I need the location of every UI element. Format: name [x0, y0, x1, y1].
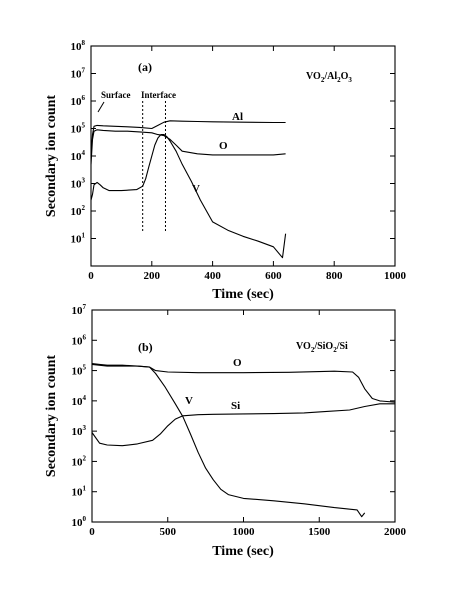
x-tick-label: 200 [144, 270, 161, 282]
y-axis-title-b: Secondary ion count [44, 355, 59, 477]
y-tick-label: 105 [71, 122, 86, 136]
series-line-v [90, 134, 287, 259]
y-tick-label: 101 [72, 485, 87, 499]
series-line-al [90, 120, 286, 157]
x-axis-title-a: Time (sec) [212, 287, 274, 302]
y-tick-label: 102 [71, 204, 86, 218]
surface-arrow [97, 101, 105, 113]
panel-a: 0 200 400 600 800 1000 1011021031041051061071… [44, 39, 407, 302]
panel-b: 0 500 1000 1500 2000 10010110210310410510610… [44, 303, 407, 559]
x-tick-label: 0 [89, 526, 95, 538]
y-tick-label: 102 [72, 454, 87, 468]
y-tick-label: 104 [72, 394, 87, 408]
y-tick-label: 107 [72, 303, 87, 317]
x-tick-label: 800 [326, 270, 343, 282]
y-tick-label: 106 [72, 333, 87, 347]
series-lines-b [91, 363, 396, 518]
x-tick-label: 500 [160, 526, 177, 538]
x-tick-label: 0 [88, 270, 94, 282]
series-label-v-b: V [185, 395, 193, 407]
x-tick-label: 600 [265, 270, 282, 282]
series-lines-a [90, 120, 287, 259]
y-axis-ticks-b: 100 101 102 103 104 105 106 107 [72, 303, 395, 529]
y-tick-label: 105 [72, 364, 87, 378]
series-label-v-a: V [192, 183, 200, 195]
annotation-surface: Surface [101, 90, 131, 100]
system-label-b: VO2/SiO2/Si [296, 341, 348, 354]
x-axis-ticks-b: 0 500 1000 1500 2000 [89, 310, 407, 538]
x-tick-label: 400 [204, 270, 221, 282]
y-tick-label: 103 [71, 177, 86, 191]
x-axis-ticks-a: 0 200 400 600 800 1000 [88, 46, 407, 282]
interface-lines-a [142, 101, 166, 231]
y-tick-label: 107 [71, 67, 86, 81]
y-axis-title-a: Secondary ion count [44, 95, 59, 217]
y-tick-label: 103 [72, 424, 87, 438]
series-label-si: Si [231, 400, 240, 412]
panel-label-a: (a) [138, 60, 152, 74]
series-label-o-a: O [219, 140, 228, 152]
x-tick-label: 1500 [308, 526, 331, 538]
y-tick-label: 100 [72, 515, 87, 529]
y-tick-label: 106 [71, 94, 86, 108]
x-axis-title-b: Time (sec) [212, 544, 274, 559]
y-tick-label: 104 [71, 149, 86, 163]
series-line-si [91, 403, 395, 447]
annotation-interface: Interface [141, 90, 176, 100]
x-tick-label: 1000 [384, 270, 407, 282]
series-line-o [91, 363, 396, 403]
x-tick-label: 2000 [384, 526, 407, 538]
series-label-o-b: O [233, 357, 242, 369]
series-label-al: Al [232, 111, 243, 123]
panel-label-b: (b) [138, 340, 153, 354]
y-tick-label: 108 [71, 39, 86, 53]
series-line-v [91, 363, 366, 518]
y-axis-ticks-a: 101 102 103 104 105 106 107 108 [71, 39, 395, 246]
system-label-a: VO2/Al2O3 [306, 71, 352, 84]
y-tick-label: 101 [71, 232, 86, 246]
series-line-o [90, 129, 286, 165]
x-tick-label: 1000 [233, 526, 256, 538]
